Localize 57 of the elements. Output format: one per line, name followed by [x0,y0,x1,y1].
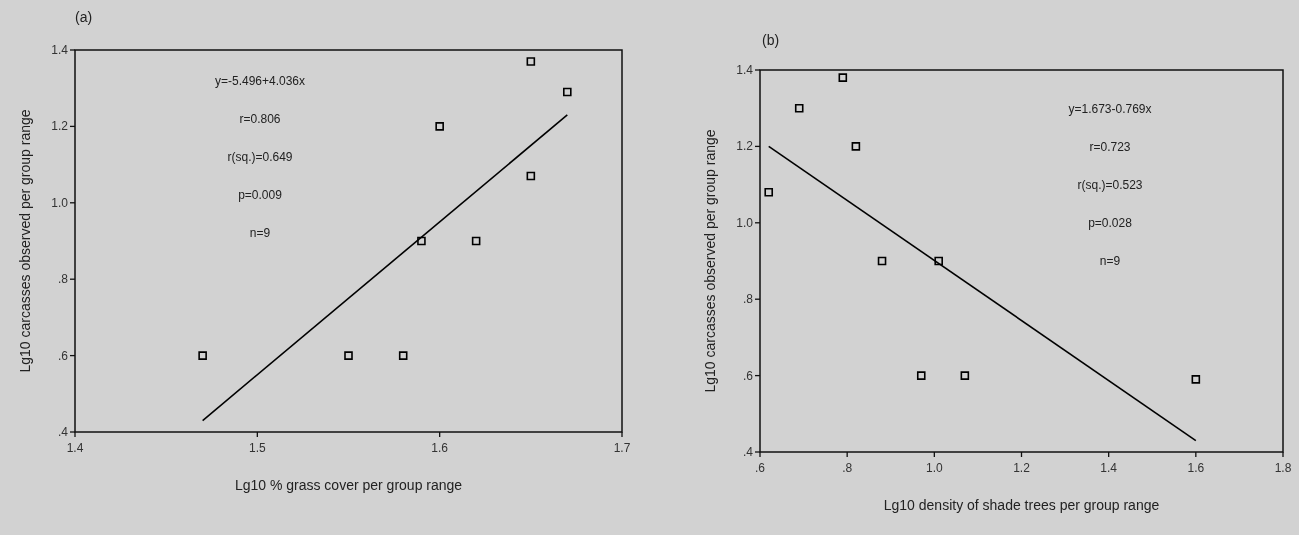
y-axis-title: Lg10 carcasses observed per group range [17,109,33,373]
y-tick-label: 1.2 [736,139,754,154]
y-tick-label: .8 [742,292,754,307]
x-tick-label: .8 [842,461,853,475]
y-tick-label: .6 [742,368,754,383]
point [526,171,536,181]
y-axis-title: Lg10 carcasses observed per group range [702,129,718,393]
annotation: y=1.673-0.769x [1068,102,1152,116]
point [435,122,444,131]
x-tick-label: .6 [754,461,766,475]
annotation: r=0.723 [1089,140,1131,154]
point [916,371,926,380]
annotation: r=0.806 [239,112,281,126]
point [198,351,207,360]
annotation: r(sq.)=0.523 [1077,178,1143,192]
chart-title: (b) [762,32,780,48]
chart-title: (a) [75,9,93,25]
point [344,351,353,360]
point [934,256,943,266]
point [794,103,804,113]
x-tick-label: 1.7 [613,441,631,455]
annotation: y=-5.496+4.036x [214,74,306,88]
y-tick-label: 1.2 [51,119,69,134]
x-tick-label: 1.2 [1013,461,1031,475]
y-tick-label: 1.0 [736,215,754,230]
y-tick-label: .4 [742,445,754,459]
point [764,187,774,197]
y-tick-label: .6 [57,348,69,363]
y-tick-label: 1.0 [51,195,69,210]
x-axis-title: Lg10 density of shade trees per group range [883,497,1160,513]
x-tick-label: 1.0 [925,461,943,475]
point [838,73,848,82]
annotation: r(sq.)=0.649 [227,150,293,164]
point [526,57,536,66]
annotation: p=0.009 [238,188,283,202]
annotation: p=0.028 [1088,216,1133,230]
y-tick-label: .8 [57,272,69,287]
x-tick-label: 1.4 [1100,461,1118,475]
y-tick-label: .4 [57,425,69,439]
point [471,236,481,246]
x-tick-label: 1.6 [431,441,449,455]
point [960,371,970,380]
point [417,236,426,246]
point [398,351,408,360]
point [1191,375,1201,384]
x-tick-label: 1.5 [248,441,266,455]
point [851,142,861,151]
point [877,256,887,266]
x-tick-label: 1.4 [66,441,84,455]
annotation: n=9 [249,226,271,240]
y-tick-label: 1.4 [736,63,754,77]
point [563,87,572,97]
x-tick-label: 1.6 [1187,461,1205,475]
annotation: n=9 [1099,254,1121,268]
x-axis-title: Lg10 % grass cover per group range [234,477,463,493]
x-tick-label: 1.8 [1274,461,1292,475]
y-tick-label: 1.4 [51,43,69,57]
